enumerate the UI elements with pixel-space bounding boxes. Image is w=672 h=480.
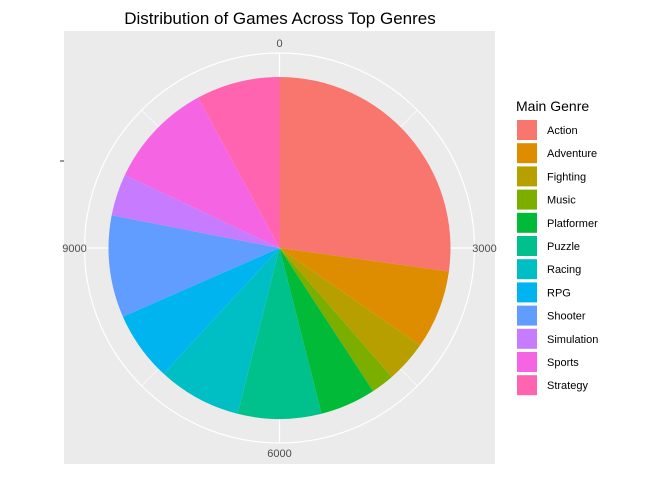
tick-label-6000: 6000 bbox=[267, 448, 291, 460]
legend-label-strategy: Strategy bbox=[547, 380, 588, 392]
legend-key-simulation bbox=[517, 328, 537, 349]
pie-slice-music bbox=[279, 248, 392, 392]
legend-key-platformer bbox=[517, 212, 537, 233]
pie-slice-simulation bbox=[111, 175, 280, 248]
pie-slice-racing bbox=[163, 248, 280, 414]
legend-key-rpg bbox=[517, 282, 537, 303]
legend-key-puzzle bbox=[517, 236, 537, 256]
legend-label-music: Music bbox=[547, 195, 576, 207]
chart-title: Distribution of Games Across Top Genres bbox=[124, 9, 436, 28]
legend-key-strategy bbox=[517, 375, 537, 396]
legend-label-simulation: Simulation bbox=[547, 334, 598, 346]
legend-label-action: Action bbox=[547, 125, 578, 137]
tick-label-0: 0 bbox=[276, 38, 282, 50]
legend-key-racing bbox=[517, 259, 537, 280]
legend: Action Adventure Fighting Music Platformer Pu… bbox=[517, 120, 598, 396]
angle-tick-labels: 0 3000 6000 9000 bbox=[62, 38, 496, 460]
legend-label-shooter: Shooter bbox=[547, 311, 586, 323]
legend-key-shooter bbox=[517, 305, 537, 326]
pie-slice-action bbox=[279, 77, 451, 272]
pie-slices bbox=[108, 77, 451, 419]
legend-key-action bbox=[517, 120, 537, 140]
legend-label-adventure: Adventure bbox=[547, 148, 597, 160]
tick-label-3000: 3000 bbox=[472, 243, 496, 255]
pie-slice-fighting bbox=[279, 248, 421, 377]
pie-slice-sports bbox=[124, 97, 280, 248]
pie-slice-platformer bbox=[279, 248, 374, 414]
legend-label-sports: Sports bbox=[547, 357, 579, 369]
legend-label-fighting: Fighting bbox=[547, 171, 586, 183]
pie-slice-rpg bbox=[122, 248, 280, 374]
pie-slice-adventure bbox=[279, 248, 449, 346]
legend-label-rpg: RPG bbox=[547, 287, 571, 299]
legend-label-racing: Racing bbox=[547, 264, 581, 276]
legend-label-platformer: Platformer bbox=[547, 218, 598, 230]
pie-slice-puzzle bbox=[237, 248, 322, 419]
pie-slice-strategy bbox=[198, 77, 280, 248]
pie-slice-shooter bbox=[108, 215, 280, 317]
legend-key-fighting bbox=[517, 166, 537, 187]
tick-label-9000: 9000 bbox=[62, 243, 86, 255]
legend-key-sports bbox=[517, 352, 537, 372]
legend-label-puzzle: Puzzle bbox=[547, 241, 580, 253]
legend-key-adventure bbox=[517, 143, 537, 164]
legend-key-music bbox=[517, 189, 537, 210]
legend-title: Main Genre bbox=[516, 98, 589, 114]
